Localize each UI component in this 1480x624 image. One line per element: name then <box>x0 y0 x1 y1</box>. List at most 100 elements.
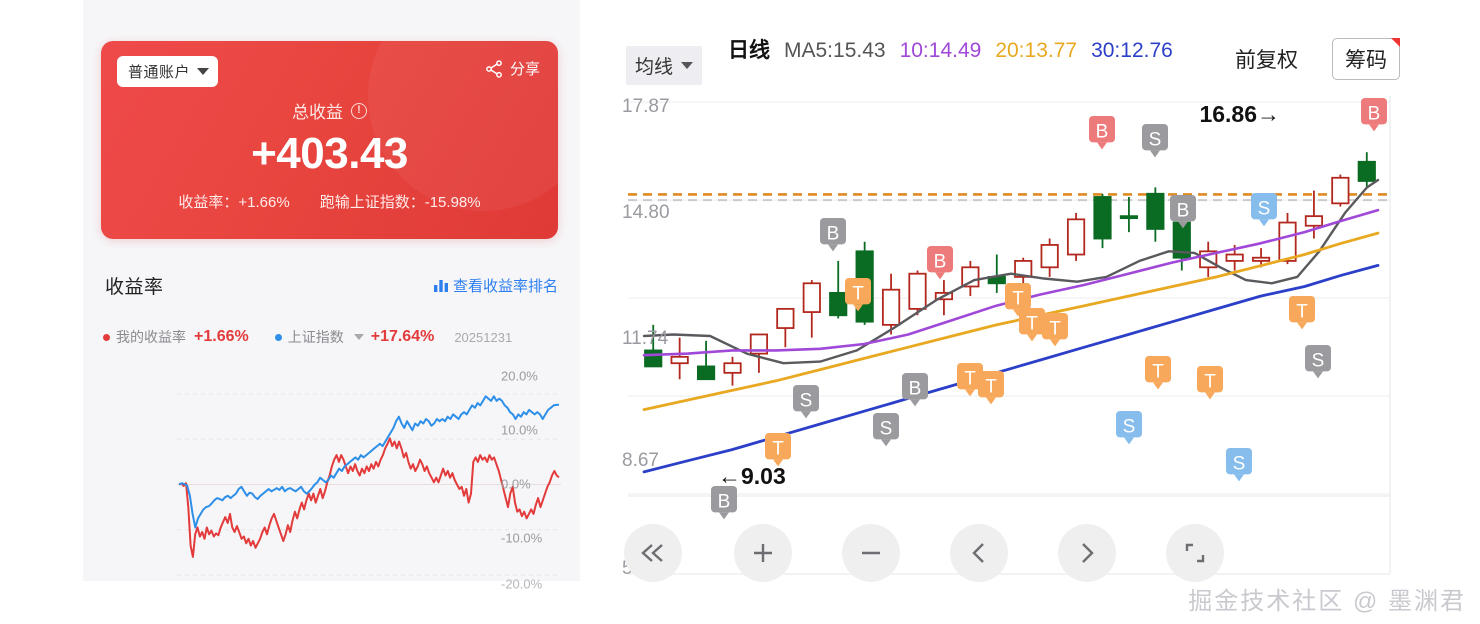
y-tick-label: 10.0% <box>501 422 538 438</box>
candlestick <box>1357 160 1376 182</box>
total-profit-text: 总收益 <box>292 103 343 122</box>
info-circle-icon[interactable]: ! <box>351 102 367 119</box>
trade-marker-b[interactable]: B <box>711 486 737 520</box>
price-tick-label: 14.80 <box>622 202 670 223</box>
zoom-in-button[interactable] <box>734 524 792 582</box>
legend-label-index[interactable]: 上证指数 <box>287 329 344 345</box>
bar-chart-icon <box>433 280 448 292</box>
trade-marker-t[interactable]: T <box>957 363 983 397</box>
trade-marker-s[interactable]: S <box>793 385 819 419</box>
kline-plot-area[interactable]: 17.87 14.80 11.74 8.67 5.61 BBBSBSBSSBSS… <box>618 94 1398 579</box>
y-tick-label: -10.0% <box>501 530 543 546</box>
fullscreen-button[interactable] <box>1166 524 1224 582</box>
period-label: 日线 <box>728 39 770 62</box>
minus-icon <box>862 551 880 555</box>
expand-icon <box>1185 543 1205 563</box>
trade-marker-b[interactable]: B <box>820 218 846 252</box>
trade-marker-b[interactable]: B <box>1361 98 1387 132</box>
candlestick <box>1119 215 1139 220</box>
returns-line-chart: 20.0% 10.0% 0.0% -10.0% -20.0% <box>99 358 569 592</box>
double-chevron-left-icon <box>641 544 663 562</box>
y-tick-label: 20.0% <box>501 368 538 384</box>
svg-text:S: S <box>880 418 893 439</box>
trade-marker-t[interactable]: T <box>1005 283 1031 317</box>
trade-marker-s[interactable]: S <box>873 413 899 447</box>
svg-text:S: S <box>1312 350 1325 371</box>
svg-text:B: B <box>1177 200 1190 221</box>
svg-text:T: T <box>964 368 976 389</box>
ma-selector-button[interactable]: 均线 <box>626 46 703 85</box>
chip-distribution-button[interactable]: 筹码 <box>1332 38 1400 80</box>
rate-stat-label: 收益率： <box>178 194 239 211</box>
ma5-value: MA5:15.43 <box>784 39 886 62</box>
view-ranking-link[interactable]: 查看收益率排名 <box>433 275 558 296</box>
ma20-value: 20:13.77 <box>995 39 1078 62</box>
low-price-annotation: ←9.03 <box>718 463 786 489</box>
price-tick-label: 8.67 <box>622 450 659 471</box>
legend-value-index: +17.64% <box>370 328 435 345</box>
next-button[interactable] <box>1058 524 1116 582</box>
high-price-annotation: 16.86→ <box>1199 101 1280 127</box>
y-tick-label: -20.0% <box>501 576 543 592</box>
candlestick <box>829 291 848 317</box>
trade-marker-s[interactable]: S <box>1305 345 1331 379</box>
candlestick <box>1304 215 1324 227</box>
candlestick <box>802 282 821 313</box>
candlestick <box>696 365 716 381</box>
svg-text:T: T <box>1152 361 1164 382</box>
zoom-out-button[interactable] <box>842 524 900 582</box>
rate-section-header: 收益率 查看收益率排名 <box>105 272 558 299</box>
fast-rewind-button[interactable] <box>624 524 682 582</box>
candlestick <box>1093 196 1112 240</box>
candlestick <box>670 355 689 365</box>
trade-marker-b[interactable]: B <box>902 373 928 407</box>
trade-marker-t[interactable]: T <box>765 433 791 467</box>
candlestick <box>881 288 901 326</box>
vs-index-value: -15.98% <box>424 194 481 211</box>
svg-text:T: T <box>1026 313 1038 334</box>
kline-header: 均线 日线 MA5:15.43 10:14.49 20:13.77 30:12.76 前… <box>618 32 1408 94</box>
trade-marker-t[interactable]: T <box>1145 356 1171 390</box>
rate-stat-value: +1.66% <box>238 194 290 211</box>
trade-marker-s[interactable]: S <box>1142 124 1168 158</box>
trade-marker-s[interactable]: S <box>1251 193 1277 227</box>
trade-marker-b[interactable]: B <box>1089 116 1115 150</box>
candlestick <box>1040 244 1059 269</box>
svg-text:S: S <box>1123 416 1136 437</box>
trade-marker-b[interactable]: B <box>927 246 953 280</box>
account-selector[interactable]: 普通账户 <box>117 56 219 87</box>
svg-text:S: S <box>1258 198 1271 219</box>
legend-date: 20251231 <box>454 329 513 345</box>
prev-button[interactable] <box>950 524 1008 582</box>
svg-text:S: S <box>800 390 813 411</box>
trade-marker-t[interactable]: T <box>1289 296 1315 330</box>
ma-value-readout: 日线 MA5:15.43 10:14.49 20:13.77 30:12.76 <box>728 35 1288 66</box>
share-label: 分享 <box>509 61 540 78</box>
svg-text:T: T <box>1296 301 1308 322</box>
adjust-mode-label[interactable]: 前复权 <box>1235 49 1298 72</box>
price-tick-label: 11.74 <box>622 328 669 349</box>
candlestick <box>1014 260 1033 278</box>
svg-text:T: T <box>1049 318 1061 339</box>
candlestick <box>1146 192 1165 230</box>
trade-marker-t[interactable]: T <box>1042 313 1068 347</box>
trade-marker-b[interactable]: B <box>1170 195 1196 229</box>
trade-marker-t[interactable]: T <box>845 278 871 312</box>
svg-text:B: B <box>934 251 947 272</box>
chevron-down-icon[interactable] <box>353 334 364 340</box>
trade-marker-s[interactable]: S <box>1116 411 1142 445</box>
trade-marker-t[interactable]: T <box>1019 308 1045 342</box>
share-button[interactable]: 分享 <box>484 58 540 79</box>
total-profit-value: +403.43 <box>251 129 408 178</box>
candlestick <box>908 272 927 310</box>
candlestick <box>1225 253 1244 262</box>
profit-card: 普通账户 分享 总收益 ! +403.43 收益率：+1.66% 跑输上证指数：… <box>101 41 558 239</box>
share-icon <box>486 59 502 78</box>
svg-text:T: T <box>1204 371 1216 392</box>
watermark: 掘金技术社区 @ 墨渊君 <box>1188 588 1466 615</box>
trade-marker-t[interactable]: T <box>1197 366 1223 400</box>
trade-marker-t[interactable]: T <box>978 371 1004 405</box>
rate-section-title: 收益率 <box>105 277 164 298</box>
trade-marker-s[interactable]: S <box>1226 448 1252 482</box>
